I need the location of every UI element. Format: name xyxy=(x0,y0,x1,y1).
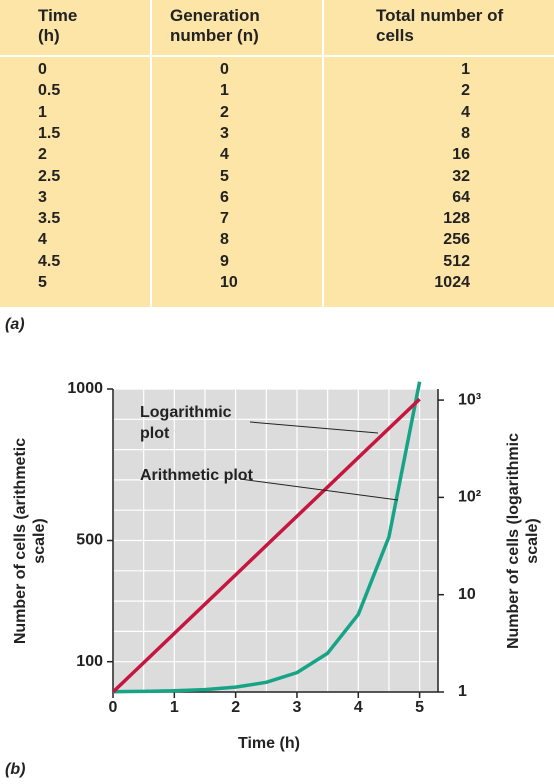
data-line xyxy=(111,397,421,694)
table-cell: 0 xyxy=(38,61,47,78)
leader-line xyxy=(249,421,379,434)
table-cell: 3 xyxy=(38,188,47,206)
table-cell: 9 xyxy=(220,252,229,270)
table-cell: 1 xyxy=(461,61,470,78)
table: Time (h) Generation number (n) Total num… xyxy=(0,0,554,307)
table-cell: 4 xyxy=(220,146,229,164)
data-line xyxy=(112,381,422,694)
series-annotation: Logarithmic plot xyxy=(140,404,232,442)
header-cell: Generation number (n) xyxy=(170,6,260,45)
x-axis-title: Time (h) xyxy=(238,735,300,752)
table-cell: 0.5 xyxy=(38,82,61,100)
table-cell: 4 xyxy=(38,231,47,249)
table-cell: 0 xyxy=(220,61,229,78)
x-tick-label: 1 xyxy=(170,699,179,716)
y2-axis-title: Number of cells (logarithmic scale) xyxy=(505,432,541,650)
table-cell: 256 xyxy=(443,231,470,249)
table-cell: 5 xyxy=(220,167,229,185)
leader-line xyxy=(239,478,399,501)
table-cell: 32 xyxy=(452,167,470,185)
table-cell: 16 xyxy=(452,146,470,164)
table-cell: 8 xyxy=(220,231,229,249)
x-tick-label: 4 xyxy=(354,699,363,716)
table-cell: 5 xyxy=(38,274,47,291)
table-cell: 4 xyxy=(461,103,470,121)
y2-tick-label: 10 xyxy=(458,586,476,603)
header-cell: Time (h) xyxy=(38,6,78,45)
table-cell: 1 xyxy=(38,103,47,121)
y2-tick-label: 10² xyxy=(458,489,481,506)
table-cell: 64 xyxy=(452,188,470,206)
caption: (a) xyxy=(5,316,25,333)
y-tick-label: 100 xyxy=(76,653,103,670)
y-axis-title: Number of cells (arithmetic scale) xyxy=(12,437,48,645)
table-cell: 128 xyxy=(443,210,470,228)
header-cell: Total number of cells xyxy=(376,6,504,45)
x-tick-label: 5 xyxy=(415,699,424,716)
series-annotation: Arithmetic plot xyxy=(140,467,253,484)
table-cell: 512 xyxy=(443,252,470,270)
y-tick-label: 1000 xyxy=(67,380,103,397)
x-tick-label: 3 xyxy=(293,699,302,716)
column-separator xyxy=(322,0,324,307)
table-cell: 2 xyxy=(220,103,229,121)
table-cell: 3 xyxy=(220,124,229,142)
table-cell: 8 xyxy=(461,124,470,142)
table-cell: 1024 xyxy=(434,274,470,291)
table-cell: 3.5 xyxy=(38,210,61,228)
table-cell: 2 xyxy=(38,146,47,164)
y2-tick-label: 1 xyxy=(458,683,467,700)
table-cell: 1 xyxy=(220,82,229,100)
table-cell: 10 xyxy=(220,274,238,291)
table-cell: 6 xyxy=(220,188,229,206)
table-cell: 2 xyxy=(461,82,470,100)
table-cell: 4.5 xyxy=(38,252,61,270)
caption: (b) xyxy=(5,761,26,778)
y-tick-label: 500 xyxy=(76,532,103,549)
x-tick-label: 2 xyxy=(231,699,240,716)
x-tick-label: 0 xyxy=(109,699,118,716)
table-cell: 7 xyxy=(220,210,229,228)
y2-tick-label: 10³ xyxy=(458,391,481,408)
table-cell: 2.5 xyxy=(38,167,61,185)
header-separator xyxy=(0,55,554,57)
table-cell: 1.5 xyxy=(38,124,61,142)
column-separator xyxy=(150,0,152,307)
